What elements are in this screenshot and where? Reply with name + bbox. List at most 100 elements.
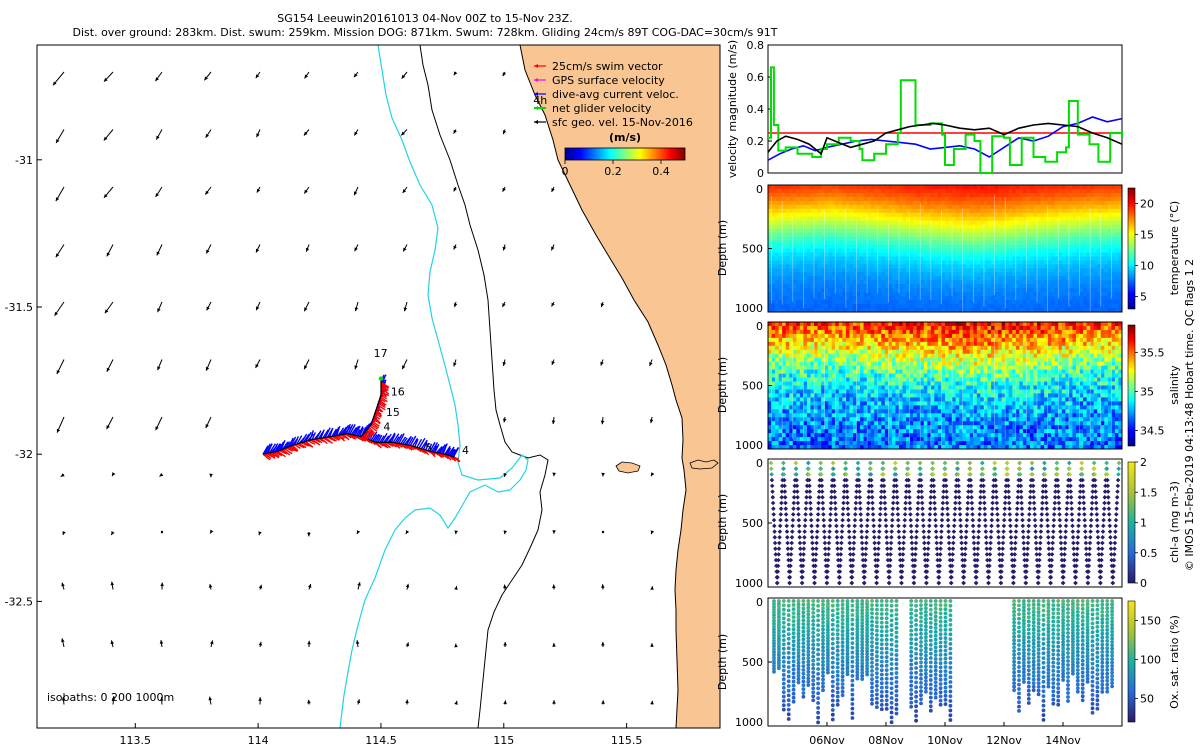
section-cell: [916, 389, 921, 394]
section-cell: [852, 220, 857, 226]
sfc-vector: [551, 186, 555, 193]
section-cell: [976, 188, 981, 194]
section-cell: [973, 260, 978, 265]
section-cell: [838, 397, 843, 402]
section-cell: [898, 373, 903, 378]
section-cell: [941, 220, 946, 226]
section-cell: [898, 349, 903, 355]
section-cell: [1068, 244, 1073, 249]
section-cell: [852, 284, 857, 289]
section-cell: [828, 188, 833, 194]
section-cell: [877, 417, 882, 422]
section-cell: [898, 365, 903, 371]
section-cell: [831, 353, 836, 359]
section-cell: [881, 361, 886, 367]
section-cell: [1019, 224, 1024, 230]
section-cell: [845, 405, 850, 410]
section-cell: [817, 288, 822, 293]
section-cell: [814, 296, 818, 301]
section-cell: [983, 248, 988, 253]
section-cell: [867, 276, 872, 281]
sfc-vector: [503, 584, 507, 590]
section-cell: [902, 260, 907, 265]
section-cell: [895, 204, 900, 210]
section-cell: [810, 389, 815, 394]
section-cell: [1008, 208, 1013, 214]
section-cell: [775, 325, 780, 331]
section-cell: [768, 433, 772, 438]
section-cell: [863, 389, 868, 394]
section-cell: [976, 232, 981, 237]
section-cell: [1065, 260, 1070, 265]
section-cell: [877, 421, 882, 426]
section-cell: [860, 244, 864, 249]
section-cell: [881, 200, 886, 206]
section-cell: [817, 369, 822, 374]
section-cell: [845, 409, 850, 414]
section-cell: [810, 329, 815, 335]
section-cell: [955, 232, 960, 237]
section-cell: [782, 185, 787, 190]
track-dive-vectors: [302, 433, 312, 447]
section-cell: [991, 240, 995, 245]
section-cell: [824, 433, 829, 438]
section-cell: [952, 192, 957, 198]
section-cell: [884, 405, 889, 410]
section-cell: [792, 433, 797, 438]
section-cell: [916, 361, 921, 367]
section-cell: [1079, 264, 1084, 269]
section-cell: [782, 200, 787, 206]
section-cell: [920, 272, 925, 277]
section-cell: [1026, 244, 1031, 249]
section-cell: [814, 252, 818, 257]
section-cell: [852, 329, 857, 335]
section-cell: [913, 280, 918, 285]
section-cell: [923, 192, 928, 198]
section-cell: [831, 288, 836, 293]
section-cell: [1100, 224, 1105, 230]
section-cell: [994, 240, 999, 245]
section-cell: [831, 292, 836, 297]
section-cell: [835, 308, 840, 313]
section-cell: [891, 349, 896, 355]
section-cell: [863, 200, 868, 206]
section-cell: [831, 409, 836, 414]
section-cell: [952, 220, 957, 226]
section-cell: [856, 385, 861, 390]
section-cell: [1083, 220, 1087, 226]
section-cell: [902, 365, 907, 371]
section-cell: [849, 385, 854, 390]
section-cell: [874, 224, 879, 230]
section-cell: [838, 441, 843, 446]
section-cell: [1033, 208, 1038, 214]
section-cell: [775, 393, 780, 398]
section-cell: [881, 196, 886, 202]
map-x-tick-label: 113.5: [120, 734, 152, 747]
section-cell: [891, 397, 896, 402]
section-cell: [849, 369, 854, 374]
section-cell: [916, 373, 921, 378]
section-cell: [810, 373, 815, 378]
section-cell: [799, 329, 804, 335]
section-cell: [888, 341, 893, 347]
section-cell: [888, 188, 893, 194]
section-cell: [821, 240, 826, 245]
section-cell: [1065, 228, 1070, 234]
section-cell: [1100, 248, 1105, 253]
section-cell: [831, 236, 836, 241]
section-cell: [856, 228, 861, 234]
section-cell: [810, 264, 815, 269]
section-cell: [874, 276, 879, 281]
section-cell: [1058, 268, 1063, 273]
section-cell: [785, 397, 790, 402]
section-cell: [906, 357, 910, 363]
section-cell: [966, 228, 971, 234]
section-cell: [1044, 288, 1049, 293]
legend-label-dac: dive-avg current veloc.: [552, 88, 679, 101]
section-cell: [1111, 228, 1116, 234]
section-cell: [1051, 212, 1056, 218]
section-cell: [842, 377, 847, 382]
section-cell: [991, 272, 995, 277]
section-cell: [1104, 300, 1109, 305]
